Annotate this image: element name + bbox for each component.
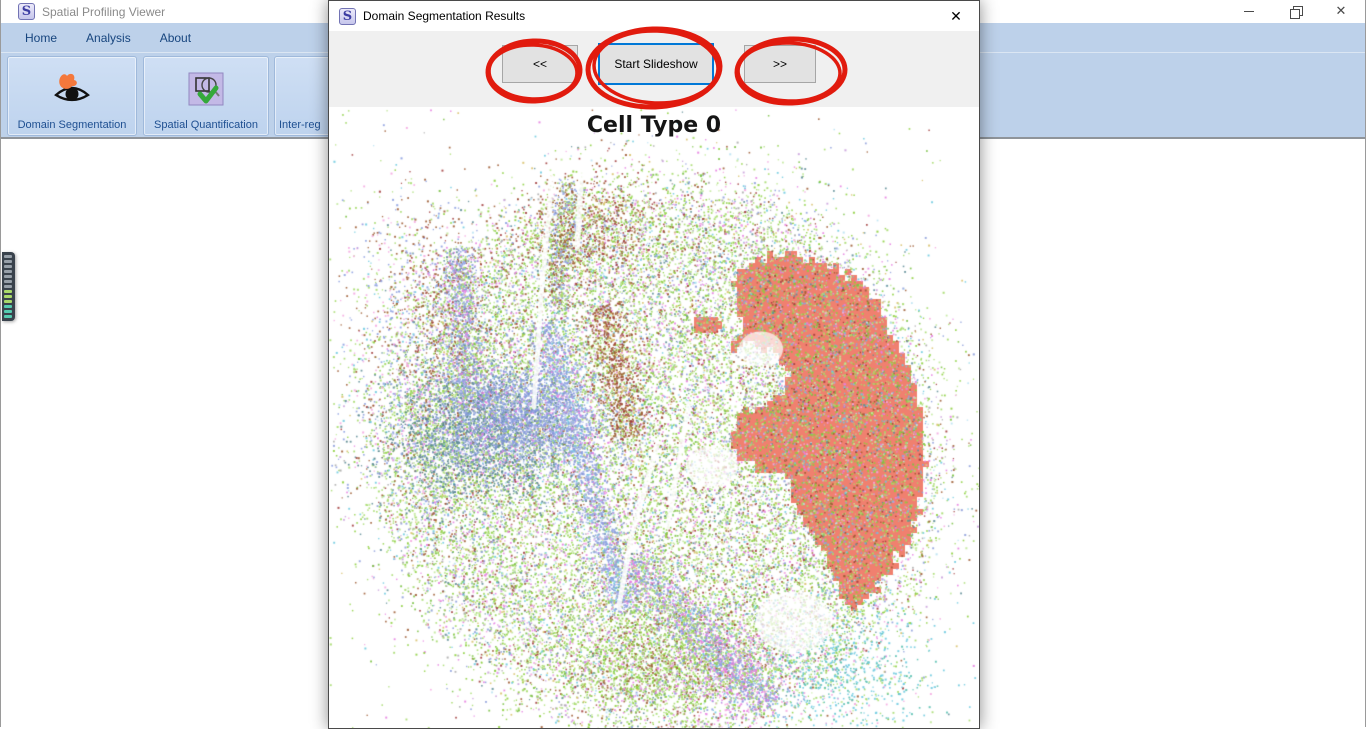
plot-title: Cell Type 0 (329, 113, 979, 138)
side-tab-stripe (4, 280, 12, 283)
tab-home[interactable]: Home (25, 31, 57, 45)
next-button[interactable]: >> (744, 45, 816, 83)
side-tab-stripe (4, 275, 12, 278)
start-slideshow-button[interactable]: Start Slideshow (598, 43, 714, 85)
maximize-button[interactable] (1272, 0, 1318, 22)
side-tab-stripe (4, 305, 12, 308)
dialog-titlebar[interactable]: S Domain Segmentation Results ✕ (329, 1, 979, 31)
close-icon: ✕ (950, 8, 962, 25)
close-button[interactable]: ✕ (1318, 0, 1364, 22)
side-panel-handle[interactable] (2, 252, 15, 321)
spatial-quantification-button[interactable]: Spatial Quantification (143, 56, 269, 136)
dialog-domain-segmentation-results: S Domain Segmentation Results ✕ << Start… (328, 0, 980, 729)
side-tab-stripe (4, 310, 12, 313)
side-tab-stripe (4, 270, 12, 273)
side-tab-stripe (4, 260, 12, 263)
window-title: Spatial Profiling Viewer (42, 5, 165, 19)
magnifier-check-icon (144, 63, 268, 115)
side-tab-stripe (4, 315, 12, 318)
ribbon-button-label: Spatial Quantification (144, 119, 268, 131)
tab-about[interactable]: About (160, 31, 191, 45)
minimize-icon (1244, 11, 1254, 12)
eye-pointer-icon (8, 63, 136, 115)
side-tab-stripe (4, 285, 12, 288)
side-tab-stripe (4, 295, 12, 298)
dialog-plot-area: Cell Type 0 (329, 107, 979, 728)
previous-button[interactable]: << (502, 45, 578, 83)
close-icon: ✕ (1336, 3, 1347, 19)
domain-segmentation-button[interactable]: Domain Segmentation (7, 56, 137, 136)
app-logo-icon: S (18, 3, 35, 20)
segmentation-scatter-plot (329, 107, 979, 728)
side-tab-stripe (4, 265, 12, 268)
side-tab-stripe (4, 300, 12, 303)
restore-icon (1290, 6, 1301, 17)
window-controls: ✕ (1226, 0, 1364, 22)
dialog-logo-icon: S (339, 8, 356, 25)
side-tab-stripe (4, 290, 12, 293)
dialog-toolbar: << Start Slideshow >> (329, 31, 979, 107)
side-tab-stripe (4, 255, 12, 258)
minimize-button[interactable] (1226, 0, 1272, 22)
tab-analysis[interactable]: Analysis (86, 31, 131, 45)
ribbon-button-label: Domain Segmentation (8, 119, 136, 131)
dialog-close-button[interactable]: ✕ (941, 5, 971, 27)
dialog-title: Domain Segmentation Results (363, 9, 525, 23)
